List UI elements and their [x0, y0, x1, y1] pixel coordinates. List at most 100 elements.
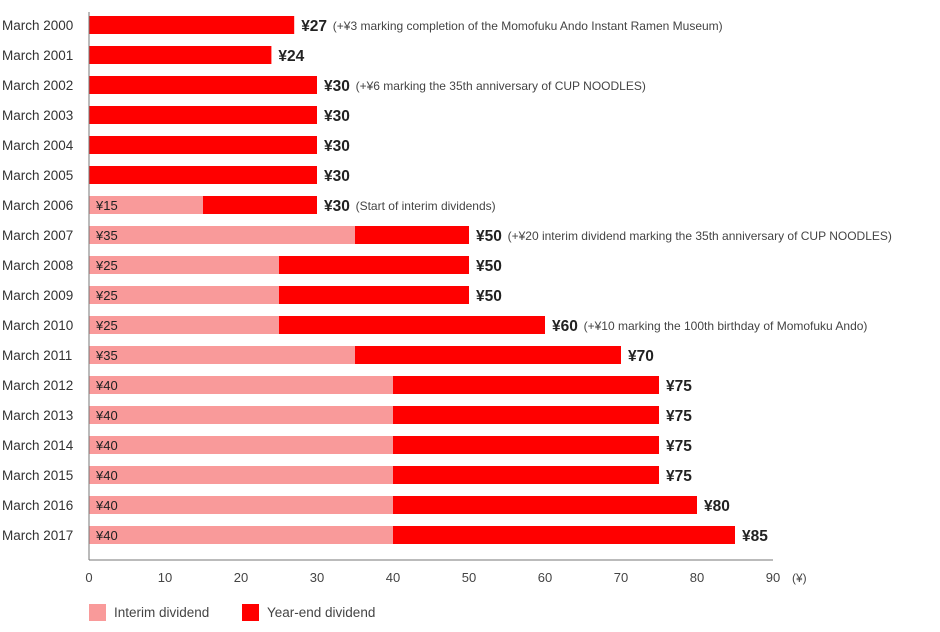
category-label: March 2016 — [2, 498, 73, 513]
bar-yearend — [393, 496, 697, 514]
interim-value-label: ¥25 — [95, 288, 118, 303]
annotation-label: (+¥10 marking the 100th birthday of Momo… — [584, 319, 868, 333]
interim-value-label: ¥15 — [95, 198, 118, 213]
category-label: March 2013 — [2, 408, 73, 423]
total-value-label: ¥75 — [666, 438, 692, 455]
legend-yearend: Year-end dividend — [242, 603, 375, 621]
total-value-label: ¥30 — [324, 78, 350, 95]
bar-yearend — [89, 166, 317, 184]
bar-yearend — [203, 196, 317, 214]
bar-interim — [89, 256, 279, 274]
labels-layer: March 2000 ¥27 (+¥3 marking completion of … — [2, 18, 892, 545]
total-value-label: ¥50 — [476, 288, 502, 305]
bar-yearend — [89, 76, 317, 94]
bar-yearend — [279, 316, 545, 334]
bar-yearend — [393, 376, 659, 394]
bar-interim — [89, 526, 393, 544]
interim-value-label: ¥40 — [95, 528, 118, 543]
category-label: March 2005 — [2, 168, 73, 183]
bar-yearend — [89, 136, 317, 154]
x-tick-label: 80 — [690, 570, 704, 585]
bars-layer — [89, 16, 735, 544]
bar-yearend — [279, 286, 469, 304]
bar-yearend — [393, 436, 659, 454]
legend-interim: Interim dividend — [89, 603, 209, 621]
x-tick-label: 40 — [386, 570, 400, 585]
interim-value-label: ¥40 — [95, 438, 118, 453]
category-label: March 2000 — [2, 18, 73, 33]
interim-value-label: ¥25 — [95, 318, 118, 333]
legend-interim-swatch — [89, 603, 106, 621]
category-label: March 2011 — [2, 348, 72, 363]
total-value-label: ¥75 — [666, 408, 692, 425]
bar-interim — [89, 406, 393, 424]
annotation-label: (+¥20 interim dividend marking the 35th … — [508, 229, 892, 243]
x-tick-label: 70 — [614, 570, 628, 585]
legend-yearend-swatch — [242, 603, 259, 621]
x-tick-label: 30 — [310, 570, 324, 585]
category-label: March 2008 — [2, 258, 73, 273]
category-label: March 2015 — [2, 468, 73, 483]
legend-yearend-label: Year-end dividend — [267, 604, 376, 620]
bar-yearend — [279, 256, 469, 274]
bar-yearend — [89, 16, 295, 34]
bar-yearend — [393, 406, 659, 424]
total-value-label: ¥80 — [704, 498, 730, 515]
category-label: March 2012 — [2, 378, 73, 393]
total-value-label: ¥70 — [628, 348, 654, 365]
total-value-label: ¥85 — [742, 528, 768, 545]
bar-interim — [89, 376, 393, 394]
legend-interim-label: Interim dividend — [114, 604, 210, 620]
interim-value-label: ¥40 — [95, 408, 118, 423]
category-label: March 2014 — [2, 438, 74, 453]
bar-yearend — [355, 346, 621, 364]
axes-layer: 0 10 20 30 40 50 60 70 80 90 (¥) — [85, 12, 807, 585]
interim-value-label: ¥40 — [95, 498, 118, 513]
category-label: March 2017 — [2, 528, 73, 543]
total-value-label: ¥30 — [324, 198, 350, 215]
total-value-label: ¥30 — [324, 108, 350, 125]
bar-interim — [89, 316, 279, 334]
annotation-label: (+¥3 marking completion of the Momofuku … — [333, 19, 723, 33]
bar-interim — [89, 286, 279, 304]
total-value-label: ¥30 — [324, 168, 350, 185]
total-value-label: ¥24 — [278, 48, 304, 65]
category-label: March 2003 — [2, 108, 73, 123]
total-value-label: ¥75 — [666, 468, 692, 485]
category-label: March 2002 — [2, 78, 73, 93]
interim-value-label: ¥25 — [95, 258, 118, 273]
category-label: March 2010 — [2, 318, 73, 333]
total-value-label: ¥30 — [324, 138, 350, 155]
category-label: March 2006 — [2, 198, 73, 213]
bar-interim — [89, 466, 393, 484]
x-tick-label: 0 — [85, 570, 92, 585]
x-tick-label: 10 — [158, 570, 172, 585]
annotation-label: (+¥6 marking the 35th anniversary of CUP… — [356, 79, 646, 93]
bar-yearend — [393, 466, 659, 484]
bar-yearend — [355, 226, 469, 244]
category-label: March 2004 — [2, 138, 74, 153]
total-value-label: ¥60 — [552, 318, 578, 335]
bar-interim — [89, 346, 355, 364]
bar-interim — [89, 436, 393, 454]
interim-value-label: ¥35 — [95, 348, 118, 363]
bar-interim — [89, 226, 355, 244]
annotation-label: (Start of interim dividends) — [356, 199, 496, 213]
category-label: March 2001 — [2, 48, 73, 63]
bar-yearend — [89, 46, 272, 64]
bar-interim — [89, 496, 393, 514]
bar-yearend — [393, 526, 735, 544]
interim-value-label: ¥40 — [95, 378, 118, 393]
x-unit-label: (¥) — [792, 571, 807, 585]
total-value-label: ¥27 — [301, 18, 327, 35]
x-tick-label: 90 — [766, 570, 780, 585]
category-label: March 2007 — [2, 228, 73, 243]
x-tick-label: 60 — [538, 570, 552, 585]
bar-interim — [89, 196, 203, 214]
interim-value-label: ¥35 — [95, 228, 118, 243]
total-value-label: ¥50 — [476, 258, 502, 275]
total-value-label: ¥75 — [666, 378, 692, 395]
category-label: March 2009 — [2, 288, 73, 303]
interim-value-label: ¥40 — [95, 468, 118, 483]
